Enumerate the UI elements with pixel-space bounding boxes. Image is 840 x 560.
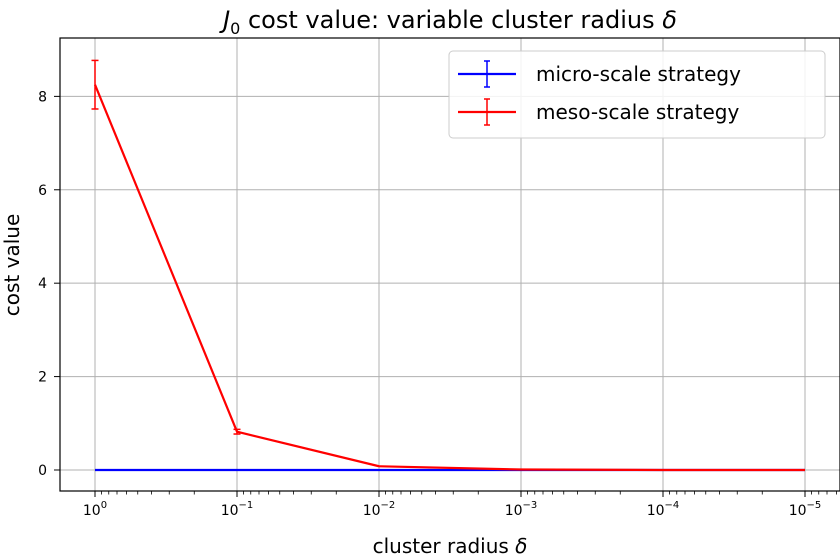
x-axis-label: cluster radius δ <box>373 534 528 558</box>
x-tick-exponent: −5 <box>807 500 822 511</box>
x-tick-base: 10 <box>221 503 239 519</box>
x-tick-label: 10−1 <box>221 500 254 519</box>
series-layer <box>91 59 805 472</box>
x-tick-exponent: −3 <box>523 500 538 511</box>
y-tick-label: 4 <box>38 276 47 292</box>
x-axis-label-text: cluster radius <box>373 534 516 558</box>
x-tick-base: 10 <box>647 503 665 519</box>
x-tick-base: 10 <box>83 503 101 519</box>
x-tick-label: 100 <box>83 500 107 519</box>
x-tick-label: 10−3 <box>505 500 538 519</box>
y-tick-label: 8 <box>38 89 47 105</box>
y-tick-label: 6 <box>38 183 47 199</box>
legend-entry: micro-scale strategy <box>458 60 741 88</box>
x-tick-label: 10−2 <box>363 500 396 519</box>
plot-area-frame <box>59 37 840 492</box>
x-tick-exponent: 0 <box>101 500 107 511</box>
x-tick-exponent: −1 <box>239 500 254 511</box>
legend-box <box>448 50 826 139</box>
title-delta: δ <box>662 6 677 34</box>
title-text: cost value: variable cluster radius <box>240 6 662 34</box>
x-tick-base: 10 <box>505 503 523 519</box>
y-tick-label: 2 <box>38 370 47 386</box>
y-axis-label: cost value <box>0 214 24 316</box>
y-tick-label: 0 <box>38 463 47 479</box>
y-tick-labels: 0 2 4 6 8 <box>38 89 47 479</box>
chart-title: J0 cost value: variable cluster radius δ <box>219 6 677 38</box>
x-axis-label-delta: δ <box>515 534 527 558</box>
x-tick-label: 10−5 <box>789 500 822 519</box>
title-subscript: 0 <box>230 19 240 38</box>
x-tick-base: 10 <box>789 503 807 519</box>
major-ticks <box>54 95 806 497</box>
x-tick-exponent: −2 <box>381 500 396 511</box>
legend-entry: meso-scale strategy <box>458 98 740 126</box>
legend-label: micro-scale strategy <box>536 62 741 86</box>
x-tick-labels: 100 10−1 10−2 10−3 10−4 10−5 <box>83 500 821 519</box>
legend-label: meso-scale strategy <box>536 100 740 124</box>
series-line <box>93 84 805 472</box>
series-meso-scale <box>91 59 805 472</box>
x-tick-base: 10 <box>363 503 381 519</box>
x-tick-exponent: −4 <box>665 500 680 511</box>
title-j: J <box>219 6 230 34</box>
legend-entries: micro-scale strategy meso-scale strategy <box>458 60 741 126</box>
legend: micro-scale strategy meso-scale strategy <box>448 50 826 139</box>
x-tick-label: 10−4 <box>647 500 680 519</box>
